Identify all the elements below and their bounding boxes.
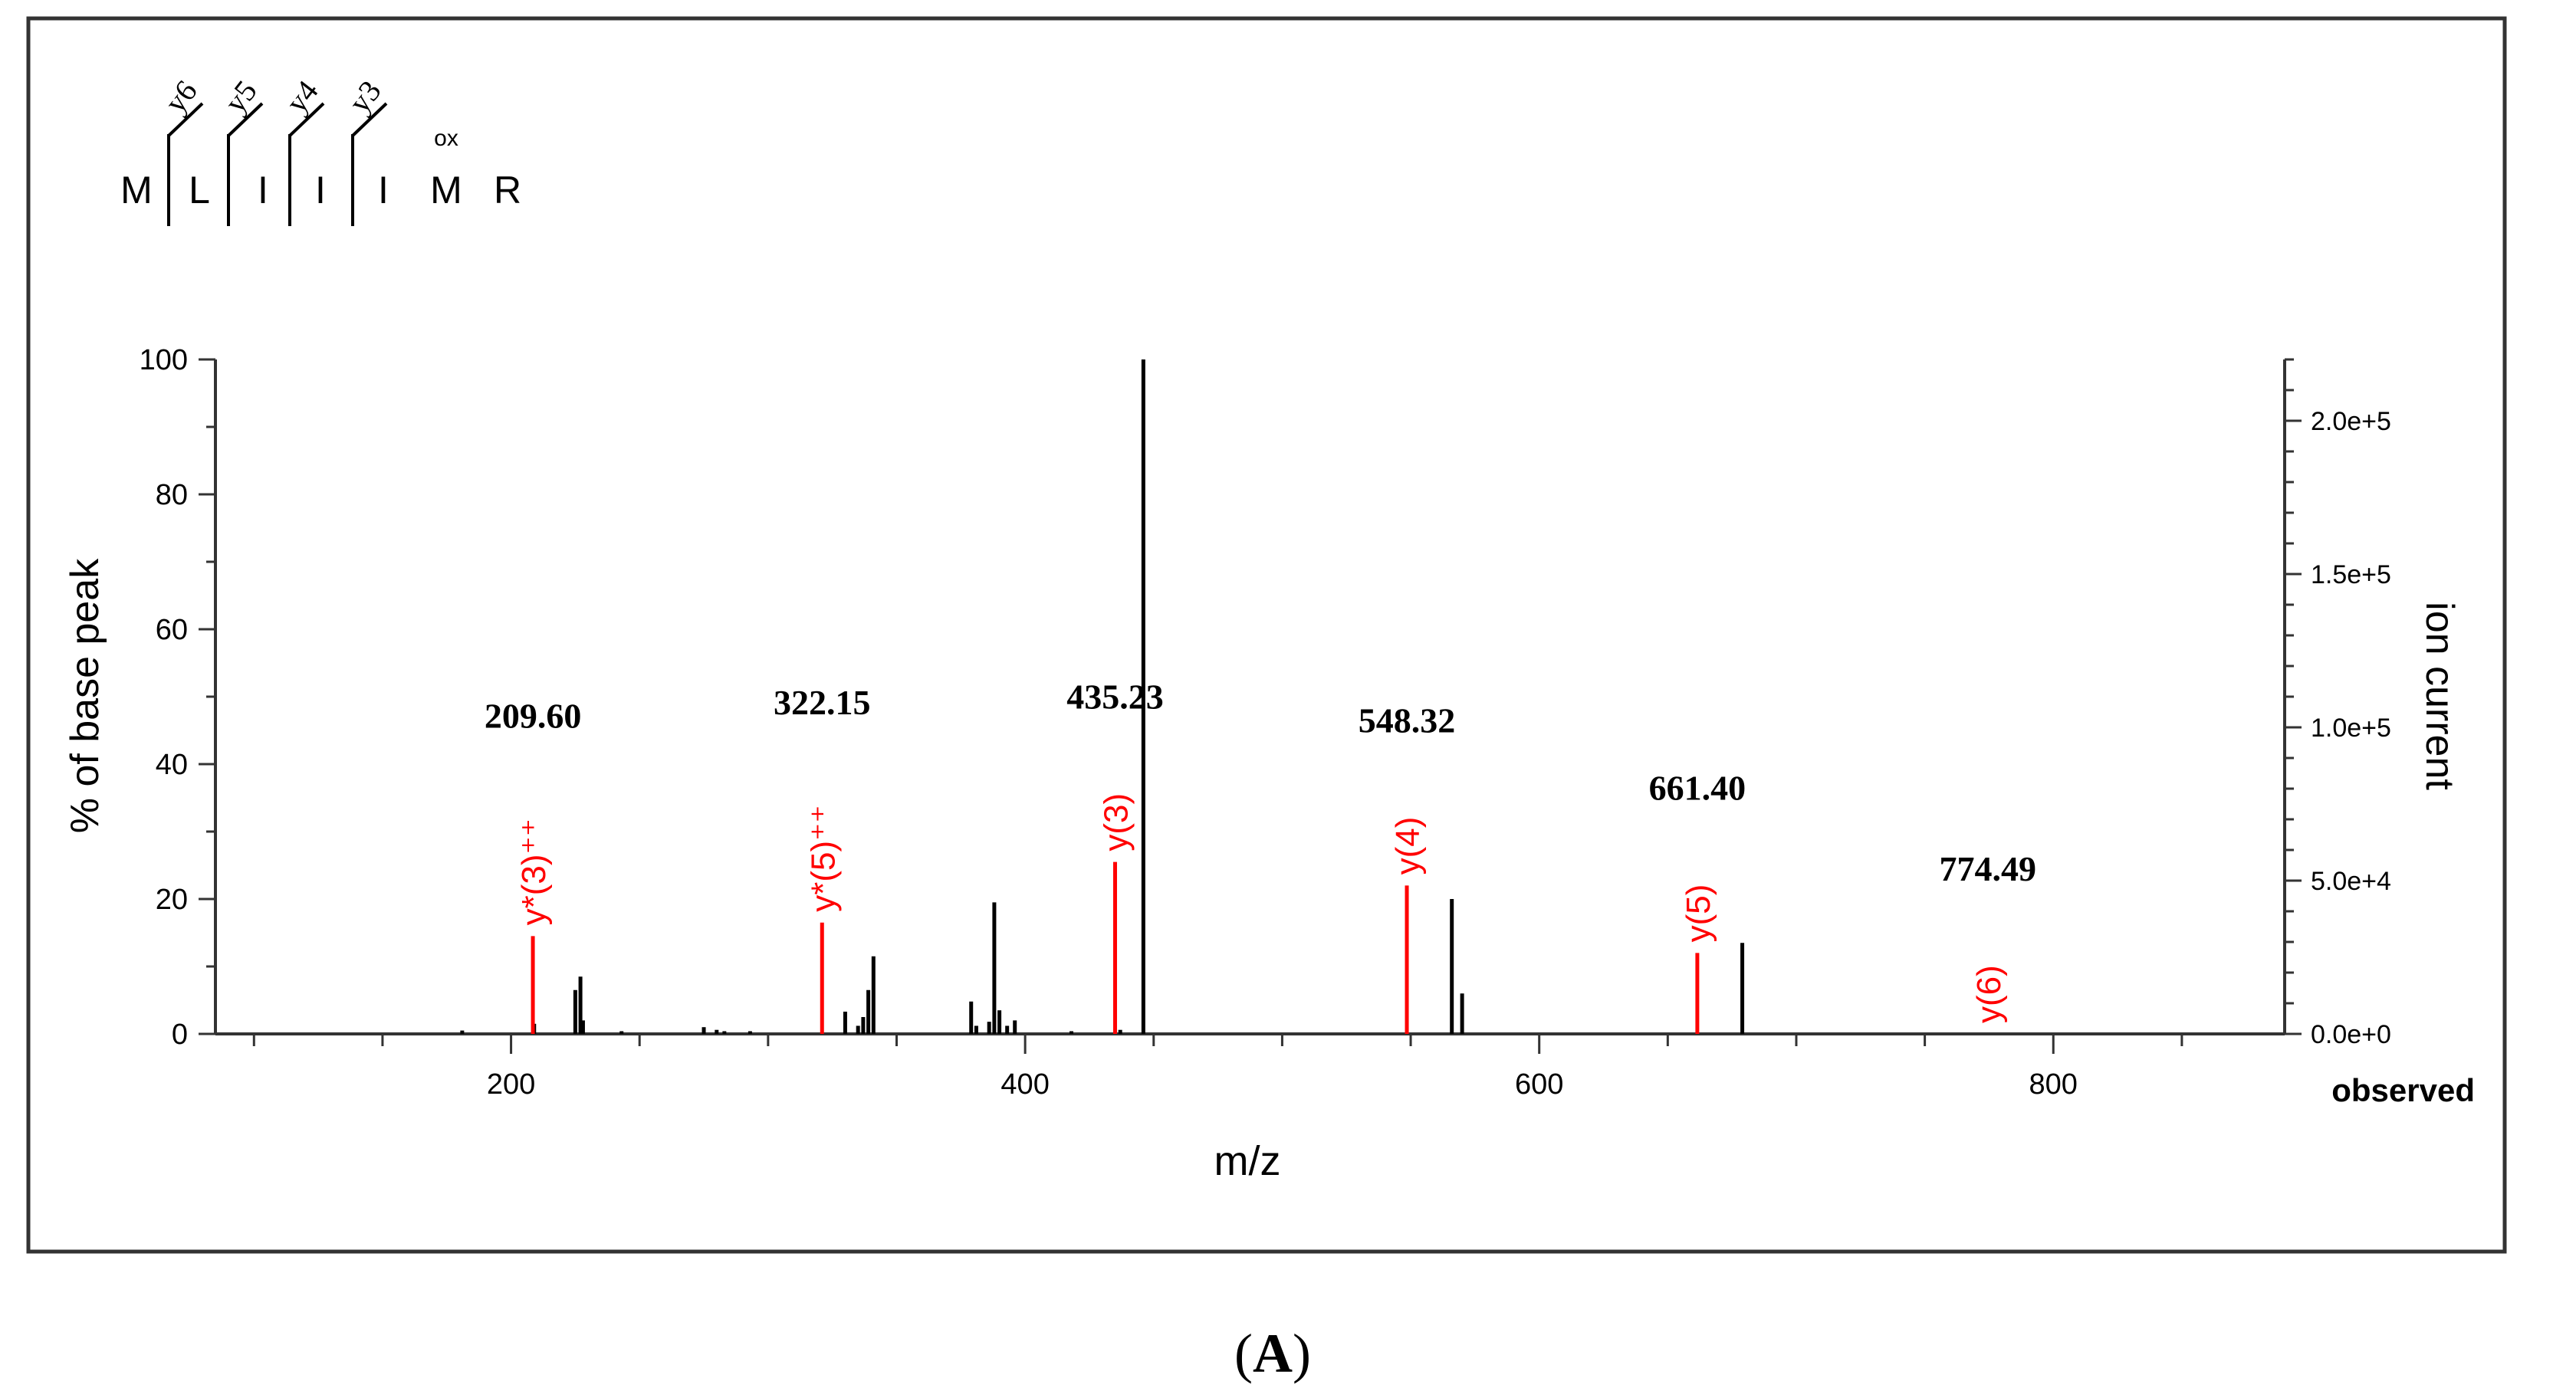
y-right-tick-label: 2.0e+5 — [2311, 407, 2391, 436]
legend-observed-label: observed — [2331, 1072, 2475, 1108]
peptide-residue: I — [378, 169, 389, 212]
panel-letter: A — [1253, 1323, 1293, 1384]
plot-area: 0 20 40 60 80 100 0.0e+0 5.0e+4 1.0e+5 1.5e+5 2.0e… — [140, 344, 2391, 1101]
peptide-fragment-label: y3 — [342, 74, 388, 119]
x-axis-title: m/z — [1214, 1138, 1281, 1184]
annotated-peak-ion-label: y(5) — [1680, 884, 1717, 943]
x-tick-label: 800 — [2029, 1068, 2078, 1101]
annotated-peak-ion-label: y(3) — [1097, 793, 1135, 852]
annotated-peak-mz-label: 209.60 — [485, 696, 582, 735]
annotated-peak-mz-label: 661.40 — [1649, 768, 1746, 807]
peptide-residue: R — [494, 169, 521, 212]
annotated-peak-mz-label: 774.49 — [1940, 849, 2037, 888]
y-left-tick-label: 0 — [172, 1019, 188, 1051]
x-tick-label: 600 — [1515, 1068, 1563, 1101]
y-left-tick-label: 60 — [156, 614, 188, 646]
annotated-peak-ion-label: y(6) — [1970, 965, 2008, 1023]
peptide-residue: M — [430, 169, 462, 212]
annotated-peaks: y*(3)⁺⁺ 209.60 y*(5)⁺⁺ 322.15 y(3) 435.23 y(4)… — [485, 678, 2036, 1034]
annotated-peak-mz-label: 548.32 — [1359, 701, 1456, 740]
peptide-fragment-label: y6 — [158, 74, 204, 119]
peptide-cleavage-hook — [227, 102, 264, 137]
annotated-peak-ion-label: y*(3)⁺⁺ — [515, 819, 553, 925]
y-right-tick-label: 1.0e+5 — [2311, 714, 2391, 743]
y-right-tick-label: 5.0e+4 — [2311, 867, 2391, 896]
annotated-peak-mz-label: 322.15 — [774, 683, 871, 722]
x-tick-label: 400 — [1001, 1068, 1049, 1101]
annotated-peak-mz-label: 435.23 — [1066, 678, 1164, 717]
y-left-tick-label: 20 — [156, 884, 188, 916]
y-left-tick-label: 100 — [140, 344, 188, 376]
peptide-cleavage-hook — [167, 102, 204, 137]
peptide-cleavage-hook — [288, 102, 325, 137]
peptide-fragment-label: y5 — [218, 74, 264, 119]
axes: 0 20 40 60 80 100 0.0e+0 5.0e+4 1.0e+5 1.5e+5 2.0e… — [140, 344, 2391, 1101]
observed-peaks — [460, 359, 1745, 1034]
annotated-peak-ion-label: y*(5)⁺⁺ — [804, 805, 842, 911]
peptide-residue: I — [315, 169, 326, 212]
peptide-modification-label: ox — [434, 126, 458, 151]
peptide-cleavage-hook — [351, 102, 388, 137]
y-left-tick-label: 40 — [156, 749, 188, 781]
peptide-residue: I — [258, 169, 268, 212]
y-right-tick-label: 0.0e+0 — [2311, 1020, 2391, 1049]
peptide-residue: L — [189, 169, 210, 212]
panel-label: (A) — [1234, 1323, 1311, 1384]
figure-frame — [26, 16, 2507, 1254]
peptide-residue: M — [120, 169, 153, 212]
y-axis-right-title: ion current — [2417, 602, 2462, 790]
y-right-tick-label: 1.5e+5 — [2311, 560, 2391, 589]
y-left-tick-label: 80 — [156, 479, 188, 511]
peptide-fragment-label: y4 — [279, 74, 325, 119]
x-tick-label: 200 — [487, 1068, 535, 1101]
annotated-peak-ion-label: y(4) — [1389, 817, 1427, 875]
y-axis-left-title: % of base peak — [63, 558, 107, 833]
